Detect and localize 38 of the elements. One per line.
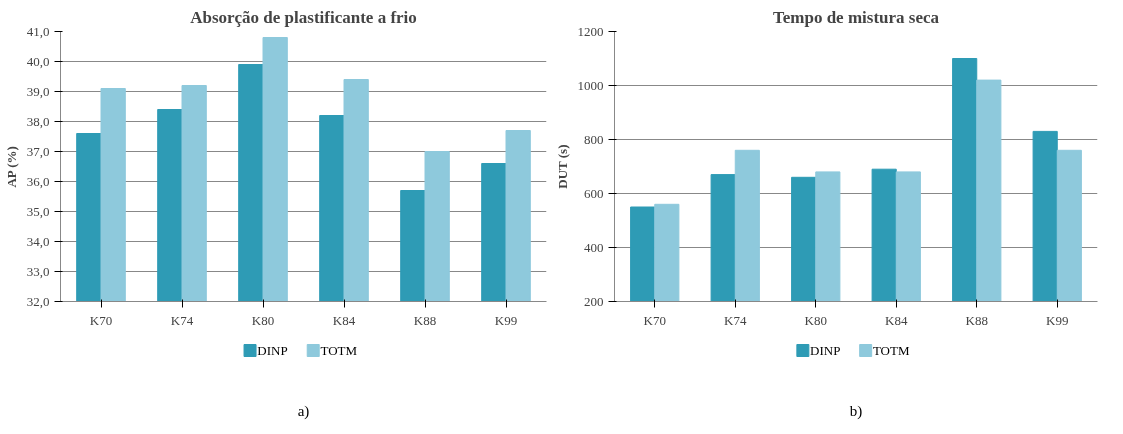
x-tick-label: K99 — [494, 312, 518, 328]
x-tick-label: K84 — [332, 312, 356, 328]
y-tick-label: 40,0 — [26, 53, 50, 69]
x-tick-label: K80 — [251, 312, 275, 328]
legend-label: DINP — [810, 343, 841, 358]
text: b) — [849, 402, 863, 420]
x-tick-label: K70 — [89, 312, 113, 328]
y-tick-label: 38,0 — [26, 113, 50, 129]
y-tick-label: 34,0 — [26, 233, 50, 249]
y-tick-label: 1200 — [577, 23, 604, 39]
y-tick-label: 400 — [584, 239, 604, 255]
x-tick-label: K84 — [885, 312, 908, 328]
chart-title: Absorção de plastificante a frio — [190, 7, 417, 27]
chart-title: Tempo de mistura seca — [772, 7, 940, 27]
y-tick-label: 200 — [584, 293, 604, 309]
legend-label: TOTM — [320, 343, 358, 358]
x-tick-label: K80 — [804, 312, 827, 328]
y-axis-title: AP (%) — [3, 146, 19, 188]
y-tick-label: 800 — [584, 131, 604, 147]
y-tick-label: 33,0 — [26, 263, 50, 279]
y-tick-label: 41,0 — [26, 23, 50, 39]
legend-label: TOTM — [872, 343, 910, 358]
y-tick-label: 36,0 — [26, 173, 50, 189]
y-tick-label: 1000 — [577, 77, 604, 93]
y-tick-label: 39,0 — [26, 83, 50, 99]
y-tick-label: 37,0 — [26, 143, 50, 159]
x-tick-label: K99 — [1046, 312, 1069, 328]
x-tick-label: K74 — [724, 312, 747, 328]
legend-label: DINP — [257, 343, 288, 358]
y-axis-title: DUT (s) — [554, 144, 570, 189]
x-tick-label: K88 — [413, 312, 437, 328]
x-tick-label: K88 — [965, 312, 988, 328]
x-tick-label: K70 — [643, 312, 666, 328]
y-tick-label: 600 — [584, 185, 604, 201]
x-tick-label: K74 — [170, 312, 194, 328]
y-tick-label: 32,0 — [26, 293, 50, 309]
y-tick-label: 35,0 — [26, 203, 50, 219]
text: a) — [297, 402, 310, 420]
